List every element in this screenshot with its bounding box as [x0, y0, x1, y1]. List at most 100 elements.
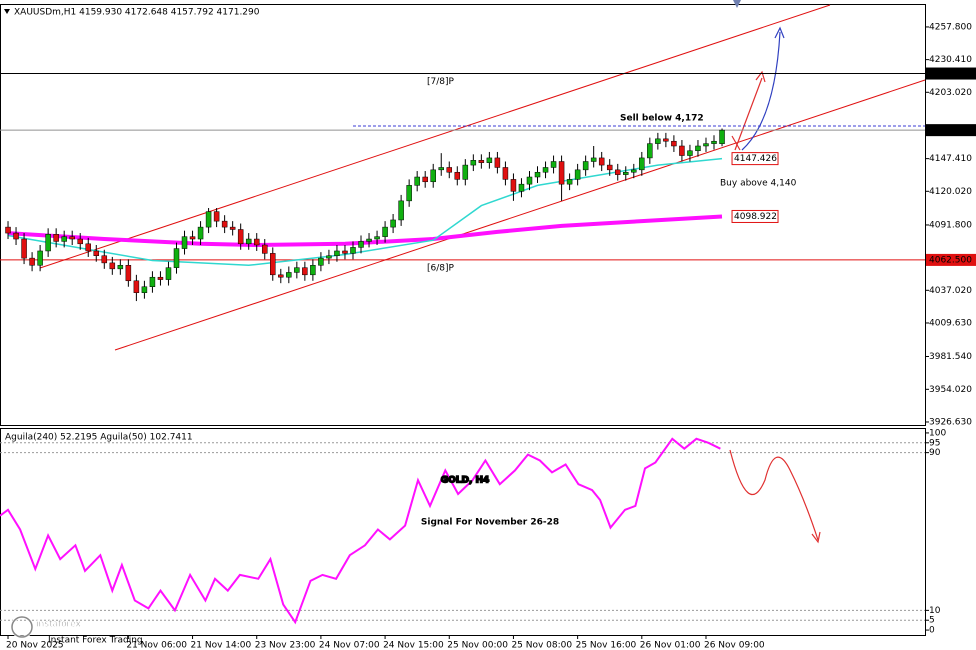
candle-body — [446, 167, 453, 173]
candle-body — [526, 176, 533, 185]
candle-body — [534, 171, 541, 178]
candle-body — [655, 138, 661, 144]
candle-body — [695, 145, 701, 152]
logo: instaforex Instant Forex Trading — [10, 615, 143, 646]
x-tick-label: 23 Nov 23:00 — [255, 641, 316, 650]
candle-body — [366, 238, 372, 242]
candle-body — [566, 179, 573, 185]
candle-body — [157, 276, 164, 280]
chart-header: XAUUSDm,H1 4159.930 4172.648 4157.792 41… — [14, 8, 260, 18]
y-tick-label: 100 — [929, 428, 946, 438]
candle-body — [53, 234, 59, 242]
ma-value-box — [731, 209, 779, 223]
projection-arrows — [729, 26, 821, 544]
candle-body — [326, 255, 332, 259]
candle-body — [189, 236, 196, 240]
candle-body — [647, 143, 653, 159]
candle-body — [614, 169, 621, 175]
candle-body — [486, 157, 493, 163]
logo-mark — [11, 616, 33, 638]
candle-body — [101, 255, 108, 264]
y-tick-label: 3981.540 — [929, 352, 972, 362]
candle-body — [270, 253, 276, 276]
channel-lower — [114, 79, 926, 351]
y-tick-label: 4091.800 — [929, 220, 972, 230]
arrowhead — [774, 26, 785, 39]
candle-body — [133, 280, 140, 293]
candle-body — [173, 248, 180, 268]
candle-body — [213, 211, 220, 222]
candle-body — [221, 220, 228, 228]
candle-body — [149, 276, 156, 287]
candle-body — [590, 157, 597, 162]
x-tick-label: 25 Nov 08:00 — [511, 641, 572, 650]
candle-body — [318, 257, 324, 266]
symbol-icon — [4, 9, 10, 14]
candle-body — [358, 241, 364, 248]
candle-body — [663, 138, 669, 142]
candle-body — [398, 200, 404, 221]
candle-body — [382, 226, 388, 237]
x-tick-label: 24 Nov 07:00 — [319, 641, 380, 650]
channel-upper — [39, 4, 831, 269]
candle-body — [623, 171, 629, 175]
arrow-up-red — [734, 77, 763, 151]
x-tick-label: 21 Nov 14:00 — [191, 641, 252, 650]
candle-body — [350, 247, 356, 254]
candle-body — [165, 267, 172, 280]
candle-body — [334, 250, 340, 256]
candle-body — [141, 286, 148, 293]
candle-body — [438, 167, 444, 171]
y-tick-label: 3954.020 — [929, 385, 972, 395]
candle-body — [342, 250, 348, 254]
candle-body — [229, 226, 236, 230]
candle-body — [582, 161, 589, 171]
logo-tagline: Instant Forex Trading — [48, 636, 143, 646]
overlay-headline: GOLD, H4 — [441, 476, 490, 486]
candle-body — [502, 167, 509, 180]
candle-body — [85, 243, 91, 252]
x-tick-label: 26 Nov 09:00 — [704, 641, 765, 650]
candle-body — [550, 161, 557, 168]
candle-body — [286, 272, 292, 278]
candle-body — [205, 211, 212, 228]
price-label: 4062.500 — [929, 255, 972, 265]
candle-body — [253, 238, 260, 246]
price-panel-frame — [0, 4, 926, 426]
level-note: [6/8]P — [427, 263, 455, 273]
y-tick-label: 4009.630 — [929, 318, 972, 328]
logo-name: instaforex — [36, 620, 81, 630]
price-label-box — [926, 253, 976, 266]
candle-body — [703, 143, 709, 147]
moving-average — [7, 214, 723, 248]
y-tick-label: 4120.020 — [929, 187, 972, 197]
candle-body — [470, 160, 477, 166]
candle-body — [671, 140, 677, 147]
candle-body — [558, 161, 565, 185]
y-tick-label: 4230.410 — [929, 55, 972, 65]
candle-body — [494, 157, 501, 168]
y-tick-label: 10 — [929, 606, 941, 616]
price-label-box — [926, 67, 976, 80]
candle-body — [687, 150, 693, 156]
candle-body — [109, 262, 116, 270]
moving-average — [7, 157, 723, 267]
candle-body — [454, 171, 461, 180]
candle-body — [574, 169, 581, 180]
candle-body — [406, 185, 412, 202]
candle-body — [679, 145, 685, 156]
candle-body — [125, 265, 132, 282]
x-tick-label: 24 Nov 15:00 — [383, 641, 444, 650]
candle-body — [606, 164, 613, 171]
candle-body — [181, 236, 188, 249]
level-note: [7/8]P — [427, 77, 455, 87]
candle-body — [245, 238, 252, 245]
candle-body — [93, 250, 100, 256]
x-tick-label: 21 Nov 06:00 — [126, 641, 187, 650]
y-tick-label: 5 — [929, 616, 935, 626]
candle-body — [518, 183, 525, 192]
annotation: Buy above 4,140 — [720, 179, 797, 189]
shift-marker — [733, 0, 741, 8]
